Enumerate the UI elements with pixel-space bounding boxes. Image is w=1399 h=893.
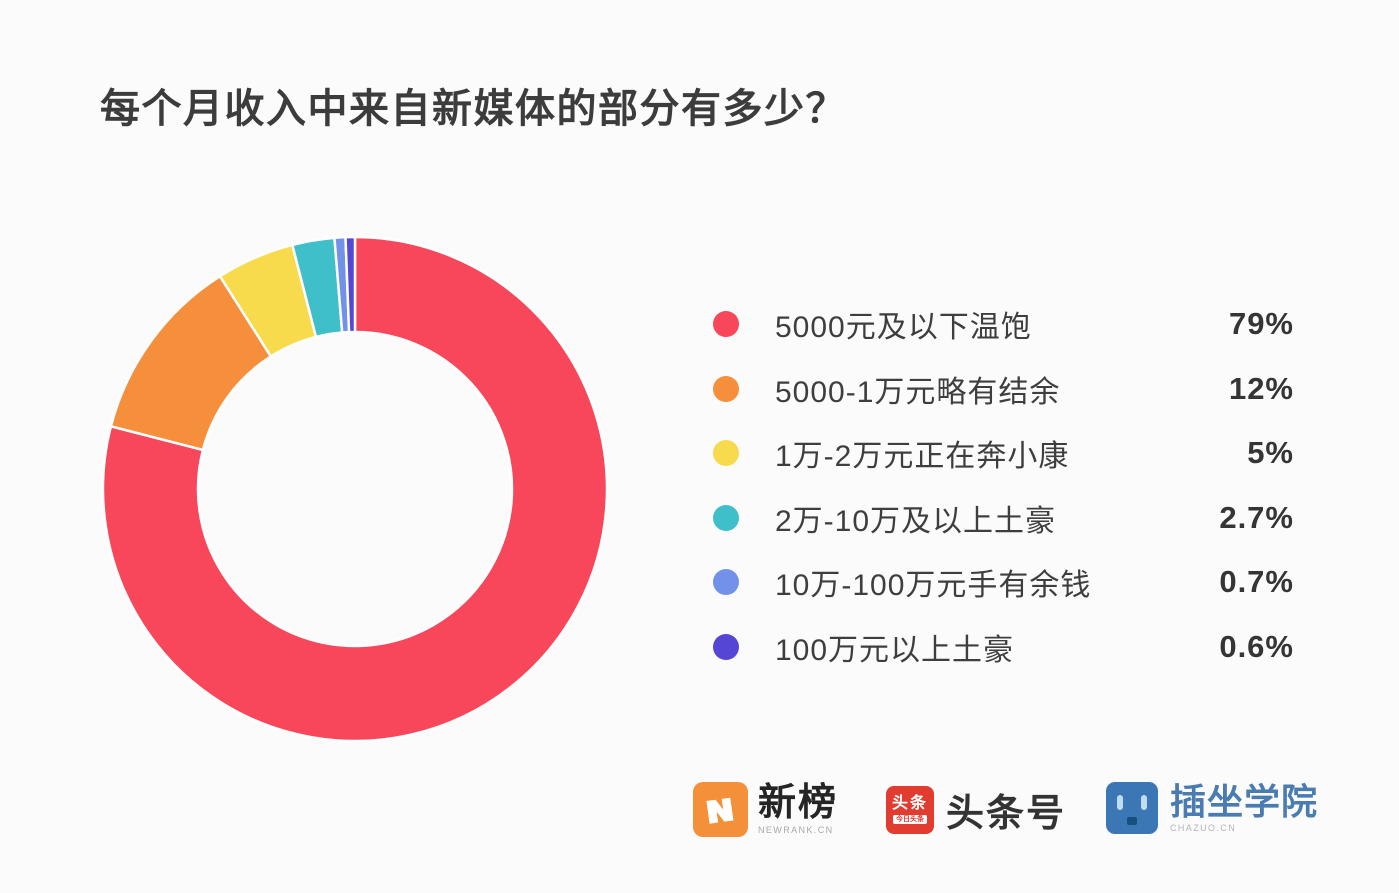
legend-dot bbox=[713, 440, 739, 467]
legend-dot bbox=[713, 504, 739, 531]
legend-value: 2.7% bbox=[1219, 499, 1294, 535]
legend-value: 0.7% bbox=[1219, 564, 1294, 600]
toutiao-wordmark: 头条号 bbox=[946, 793, 1067, 835]
newrank-n-icon bbox=[693, 782, 748, 837]
legend-value: 12% bbox=[1228, 370, 1294, 406]
chart-legend: 5000元及以下温饱 79% 5000-1万元略有结余 12% 1万-2万元正在… bbox=[713, 292, 1294, 679]
logo-chazuo: 插坐学院 CHAZUO.CN bbox=[1106, 782, 1318, 834]
robot-eye-right bbox=[1141, 795, 1147, 810]
robot-eye-left bbox=[1117, 795, 1123, 810]
chazuo-url: CHAZUO.CN bbox=[1170, 822, 1237, 833]
legend-row: 100万元以上土豪 0.6% bbox=[713, 615, 1294, 680]
toutiao-icon-subtext: 今日头条 bbox=[893, 814, 927, 824]
legend-row: 2万-10万及以上土豪 2.7% bbox=[713, 486, 1294, 551]
legend-value: 79% bbox=[1228, 306, 1294, 342]
chazuo-robot-face-icon bbox=[1106, 782, 1158, 834]
chart-title: 每个月收入中来自新媒体的部分有多少？ bbox=[100, 87, 847, 131]
legend-value: 5% bbox=[1247, 435, 1294, 471]
legend-row: 10万-100万元手有余钱 0.7% bbox=[713, 550, 1294, 615]
legend-label: 10万-100万元手有余钱 bbox=[775, 569, 1092, 603]
robot-mouth bbox=[1127, 817, 1137, 825]
legend-label: 5000元及以下温饱 bbox=[775, 311, 1032, 345]
toutiao-icon-characters: 头条 bbox=[891, 794, 928, 812]
legend-dot bbox=[713, 375, 739, 402]
donut-chart-svg bbox=[101, 235, 609, 743]
legend-dot bbox=[713, 311, 739, 338]
donut-segment-1 bbox=[101, 235, 609, 743]
donut-segment-6 bbox=[344, 235, 357, 334]
logo-newrank: 新榜 NEWRANK.CN bbox=[693, 782, 838, 837]
chazuo-wordmark: 插坐学院 bbox=[1170, 780, 1319, 822]
logo-toutiao: 头条 今日头条 头条号 bbox=[886, 782, 1066, 837]
legend-label: 5000-1万元略有结余 bbox=[775, 375, 1061, 409]
legend-row: 5000-1万元略有结余 12% bbox=[713, 357, 1294, 422]
newrank-wordmark: 新榜 bbox=[758, 782, 839, 824]
legend-label: 100万元以上土豪 bbox=[775, 633, 1015, 667]
legend-row: 1万-2万元正在奔小康 5% bbox=[713, 421, 1294, 486]
legend-label: 2万-10万及以上土豪 bbox=[775, 504, 1057, 538]
legend-row: 5000元及以下温饱 79% bbox=[713, 292, 1294, 357]
newrank-lightning-n-glyph bbox=[706, 797, 734, 824]
legend-value: 0.6% bbox=[1219, 628, 1294, 664]
newrank-url: NEWRANK.CN bbox=[758, 825, 834, 835]
toutiao-icon: 头条 今日头条 bbox=[886, 785, 934, 834]
legend-dot bbox=[713, 569, 739, 596]
legend-dot bbox=[713, 633, 739, 660]
legend-label: 1万-2万元正在奔小康 bbox=[775, 440, 1070, 474]
